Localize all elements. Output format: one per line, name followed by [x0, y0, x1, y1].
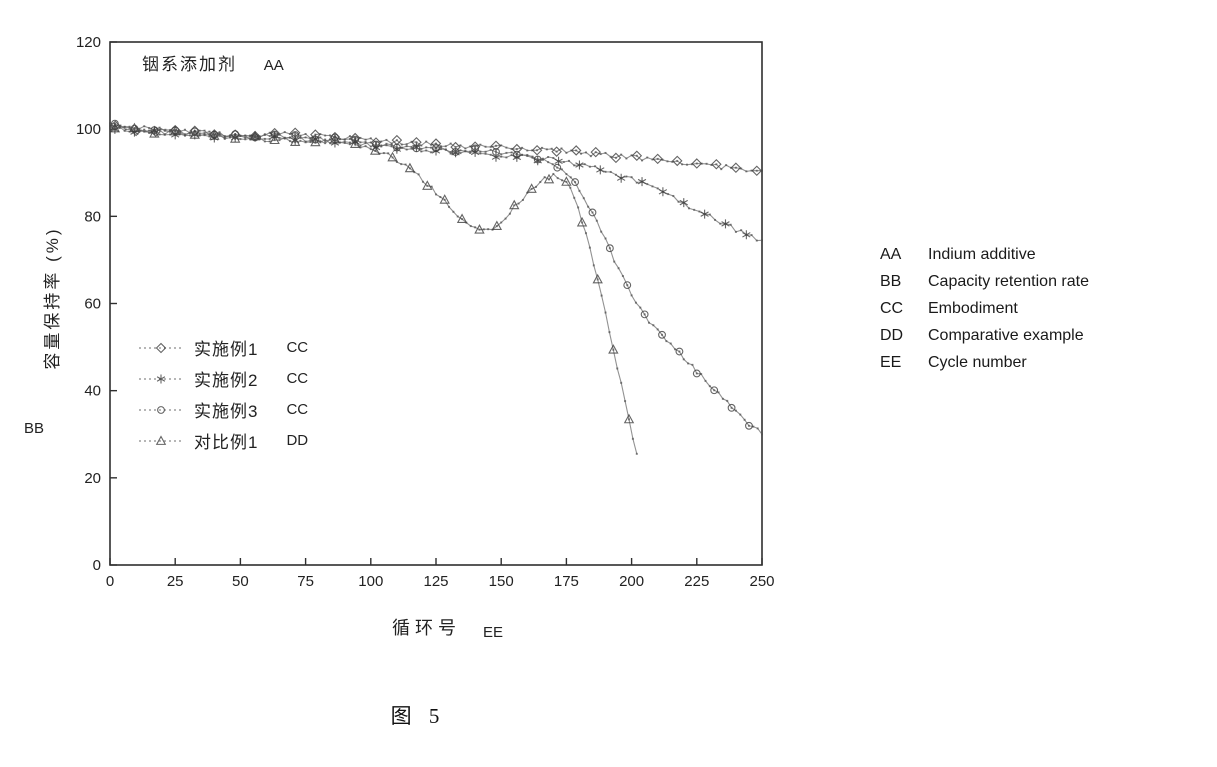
- key-row: AA Indium additive: [880, 241, 1089, 268]
- x-axis-code-label: EE: [483, 624, 504, 641]
- svg-text:200: 200: [619, 573, 644, 590]
- legend-item: 实施例2 CC: [138, 363, 308, 394]
- legend-item: 实施例3 CC: [138, 394, 308, 425]
- key-code: DD: [880, 327, 904, 344]
- svg-text:250: 250: [749, 573, 774, 590]
- svg-text:25: 25: [167, 573, 184, 590]
- legend-label: 实施例2: [194, 371, 259, 390]
- x-axis-label: 循环号 EE: [392, 614, 504, 641]
- series2-marker-icon: [138, 372, 184, 386]
- legend-item: 对比例1 DD: [138, 425, 308, 456]
- key-code: CC: [880, 300, 904, 317]
- svg-text:0: 0: [93, 557, 101, 574]
- legend-label: 实施例3: [194, 402, 259, 421]
- key-row: EE Cycle number: [880, 349, 1089, 376]
- svg-text:120: 120: [76, 34, 101, 51]
- key-code: BB: [880, 273, 902, 290]
- key-row: DD Comparative example: [880, 322, 1089, 349]
- plot-legend: 实施例1 CC 实施例2 CC 实施例3 CC 对比例1 DD: [138, 332, 308, 456]
- svg-text:175: 175: [554, 573, 579, 590]
- svg-text:100: 100: [76, 121, 101, 138]
- svg-text:125: 125: [423, 573, 448, 590]
- svg-text:0: 0: [106, 573, 114, 590]
- key-row: BB Capacity retention rate: [880, 268, 1089, 295]
- svg-text:60: 60: [84, 296, 101, 313]
- legend-label: 实施例1: [194, 340, 259, 359]
- series4-marker-icon: [138, 434, 184, 448]
- annotation-text: 铟系添加剂: [142, 55, 237, 74]
- figure-caption: 图 5: [390, 704, 446, 728]
- y-axis-code-label: BB: [24, 420, 45, 437]
- annotation-code: AA: [263, 57, 284, 74]
- legend-item: 实施例1 CC: [138, 332, 308, 363]
- key-text: Embodiment: [928, 300, 1018, 317]
- chart-region: 0 25 50 75 100 125 150 175 200 225 250 0 20 40 60 80 100…: [24, 34, 775, 641]
- svg-text:50: 50: [232, 573, 249, 590]
- key-text: Capacity retention rate: [928, 273, 1089, 290]
- key-text: Indium additive: [928, 246, 1036, 263]
- key-code: EE: [880, 354, 902, 371]
- legend-code: CC: [286, 339, 309, 356]
- svg-text:20: 20: [84, 470, 101, 487]
- key-text: Comparative example: [928, 327, 1084, 344]
- svg-text:225: 225: [684, 573, 709, 590]
- y-axis-label: 容量保持率 (%): [43, 226, 62, 370]
- svg-text:40: 40: [84, 383, 101, 400]
- svg-text:80: 80: [84, 208, 101, 225]
- legend-code: CC: [286, 401, 309, 418]
- series1-marker-icon: [138, 341, 184, 355]
- legend-code: DD: [286, 432, 309, 449]
- key-code: AA: [880, 246, 902, 263]
- plot-annotation: 铟系添加剂 AA: [142, 50, 284, 75]
- reference-key-panel: AA Indium additive BB Capacity retention…: [880, 241, 1089, 376]
- capacity-retention-chart: 0 25 50 75 100 125 150 175 200 225 250 0 20 40 60 80 100…: [76, 34, 775, 590]
- legend-label: 对比例1: [194, 433, 259, 452]
- svg-text:150: 150: [489, 573, 514, 590]
- svg-text:75: 75: [297, 573, 314, 590]
- key-text: Cycle number: [928, 354, 1027, 371]
- svg-text:100: 100: [358, 573, 383, 590]
- key-row: CC Embodiment: [880, 295, 1089, 322]
- series3-marker-icon: [138, 403, 184, 417]
- x-axis-label-text: 循环号: [392, 618, 461, 638]
- legend-code: CC: [286, 370, 309, 387]
